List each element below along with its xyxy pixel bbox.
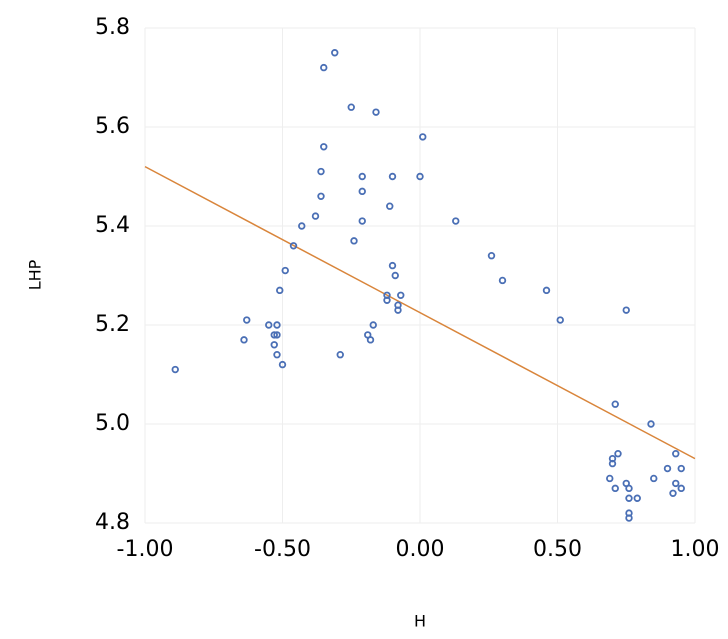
data-point: [606, 474, 614, 483]
data-point: [611, 484, 619, 493]
data-point: [633, 494, 641, 502]
data-point: [270, 341, 278, 349]
data-point: [452, 217, 460, 225]
data-point: [273, 331, 281, 339]
data-point: [358, 217, 366, 225]
data-point: [369, 321, 377, 329]
data-point: [273, 351, 281, 359]
data-point: [289, 242, 298, 250]
data-point: [608, 459, 617, 468]
data-point: [171, 365, 179, 374]
y-tick-label: 5.2: [95, 312, 130, 337]
data-point: [276, 286, 284, 295]
data-point: [498, 276, 507, 285]
x-tick-label: 1.00: [671, 537, 720, 562]
data-point: [397, 291, 405, 299]
y-tick-label: 4.8: [95, 510, 130, 535]
y-tick-label: 5.6: [95, 114, 130, 139]
data-point: [388, 172, 397, 181]
data-point: [372, 108, 380, 116]
data-point: [394, 306, 402, 314]
data-point: [625, 484, 633, 493]
data-point: [650, 474, 658, 483]
data-point: [243, 316, 251, 324]
data-point: [270, 331, 278, 339]
y-tick-label: 5.4: [95, 213, 130, 238]
data-point: [273, 321, 281, 329]
data-point: [317, 167, 325, 176]
data-point: [611, 400, 619, 408]
data-point: [388, 261, 397, 270]
trendline: [144, 165, 696, 460]
data-point: [317, 192, 325, 200]
data-point: [281, 266, 289, 275]
data-point: [677, 464, 685, 473]
data-point: [240, 336, 248, 344]
x-axis-label: H: [414, 612, 426, 631]
x-tick-label: 0.50: [533, 537, 582, 562]
x-tick-label: 0.00: [396, 537, 445, 562]
data-point: [542, 286, 551, 295]
data-point: [350, 237, 358, 245]
data-point: [416, 172, 424, 181]
data-point: [298, 222, 306, 230]
y-axis-label: LHP: [26, 259, 45, 290]
data-point: [358, 172, 366, 181]
data-point: [487, 251, 496, 260]
data-point: [347, 103, 355, 111]
data-point: [278, 360, 287, 369]
data-point: [669, 489, 677, 497]
data-point: [622, 306, 630, 314]
data-point: [320, 143, 328, 151]
data-point: [672, 479, 680, 488]
data-point: [265, 321, 273, 329]
data-point: [677, 484, 685, 493]
data-point: [419, 133, 427, 141]
y-tick-label: 5.0: [95, 411, 130, 436]
data-point: [391, 271, 399, 280]
data-point: [358, 187, 366, 196]
data-point: [663, 464, 672, 473]
data-point: [336, 351, 344, 359]
data-point: [614, 450, 622, 458]
data-point: [386, 202, 394, 210]
data-point: [311, 212, 320, 220]
x-tick-label: -1.00: [117, 537, 174, 562]
data-point: [625, 514, 633, 522]
data-point: [383, 296, 391, 304]
x-tick-label: -0.50: [254, 537, 311, 562]
data-point: [331, 49, 339, 57]
data-point: [366, 336, 375, 344]
data-point: [672, 450, 680, 458]
data-point: [625, 494, 633, 502]
data-point: [556, 316, 564, 324]
data-point: [647, 420, 655, 428]
y-tick-label: 5.8: [95, 15, 130, 40]
data-point: [320, 63, 328, 72]
